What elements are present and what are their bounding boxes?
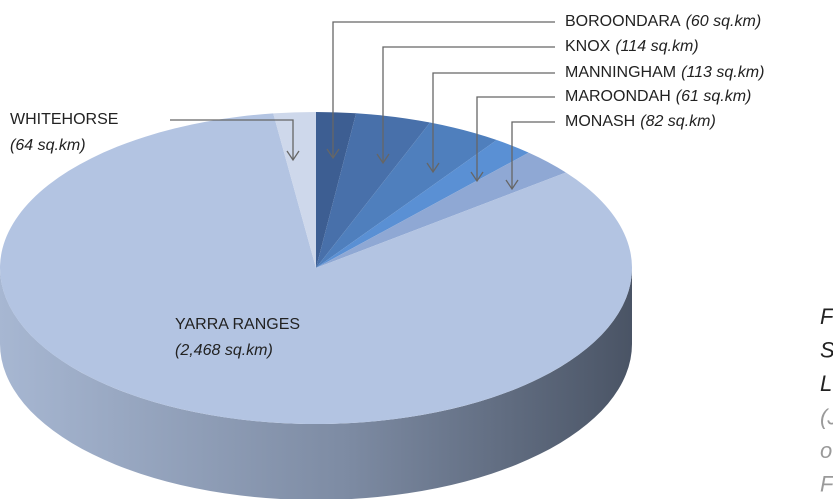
slice-label: KNOX <box>565 38 611 55</box>
leader-line <box>170 119 294 160</box>
leader-line <box>382 46 555 163</box>
slice-label: BOROONDARA <box>565 13 681 30</box>
slice <box>273 112 316 268</box>
slice-value-label: (64 sq.km) <box>10 137 86 154</box>
slice-label: WHITEHORSE <box>10 111 118 128</box>
leader-line <box>332 21 555 158</box>
arrow-head <box>326 148 340 160</box>
arrow-head <box>470 171 484 183</box>
slice-value-label: (61 sq.km) <box>676 88 752 105</box>
leader-line <box>476 96 555 181</box>
leader-line <box>432 72 555 172</box>
slice <box>316 113 431 268</box>
slice-label: MANNINGHAM <box>565 64 676 81</box>
slice <box>316 152 566 268</box>
slice-label: YARRA RANGES <box>175 316 300 333</box>
slice-value-label: (114 sq.km) <box>615 38 698 55</box>
slice-label: MONASH <box>565 113 635 130</box>
slice-label: MAROONDAH <box>565 88 671 105</box>
slice <box>0 113 632 424</box>
slice-label-group: KNOX (114 sq.km) <box>565 38 699 55</box>
side-text: F <box>820 471 833 496</box>
side-text: (J <box>820 404 833 429</box>
slice-value-label: (2,468 sq.km) <box>175 342 273 359</box>
leader-line <box>511 121 555 189</box>
slice-label-group: MAROONDAH (61 sq.km) <box>565 88 751 105</box>
arrow-head <box>505 179 519 191</box>
arrow-head <box>426 162 440 174</box>
slice-value-label: (82 sq.km) <box>640 113 716 130</box>
slice-label-group: MONASH (82 sq.km) <box>565 113 716 130</box>
slice-value-label: (60 sq.km) <box>686 13 762 30</box>
side-text: F <box>820 304 833 329</box>
side-text: S <box>820 337 833 362</box>
slice-value-label: (113 sq.km) <box>681 64 764 81</box>
slice-label-group: BOROONDARA (60 sq.km) <box>565 13 761 30</box>
side-text: L <box>820 371 832 396</box>
side-text: o <box>820 438 832 463</box>
slice <box>316 112 357 268</box>
slice <box>316 140 529 268</box>
arrow-head <box>286 150 300 162</box>
slice-label-group: MANNINGHAM (113 sq.km) <box>565 64 764 81</box>
slice <box>316 122 497 268</box>
arrow-head <box>376 153 390 165</box>
slice-side <box>0 268 632 499</box>
